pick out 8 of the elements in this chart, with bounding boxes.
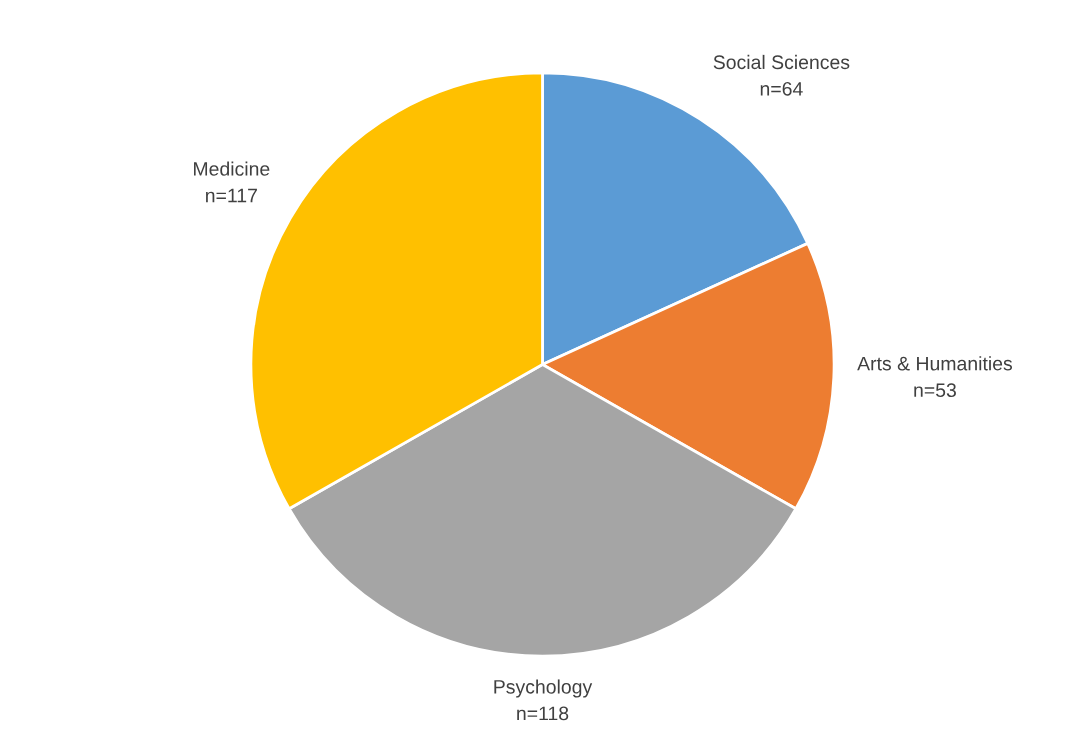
slice-label: Psychology: [494, 679, 593, 698]
slice-label: Medicine: [194, 161, 270, 176]
slice-label: Arts & Humanities: [857, 356, 1013, 371]
data-label: n=118: [517, 706, 569, 721]
data-label: n=117: [206, 188, 257, 203]
slice-label: Social Sciences: [713, 54, 850, 70]
data-label: n=64: [760, 81, 803, 96]
data-label: n=53: [914, 383, 956, 398]
